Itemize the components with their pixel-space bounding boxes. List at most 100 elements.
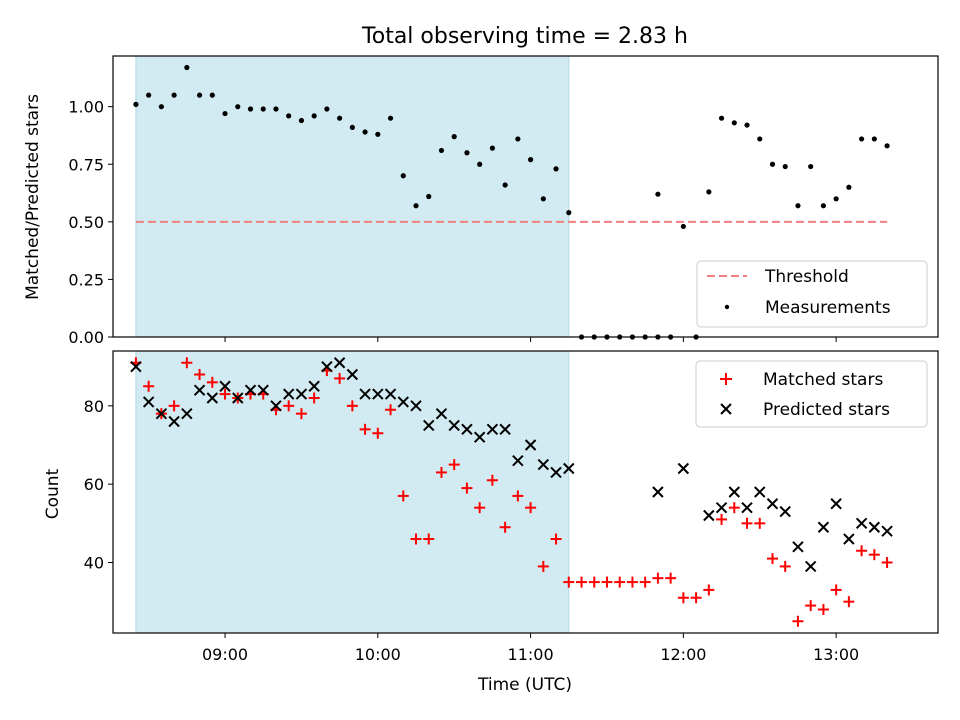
matched-star-point [754, 518, 765, 529]
bottom-legend-label-matched: Matched stars [763, 370, 883, 390]
measurement-point [770, 162, 775, 167]
measurement-point [553, 166, 558, 171]
measurement-point [159, 104, 164, 109]
measurement-point [464, 150, 469, 155]
measurement-point [401, 173, 406, 178]
matched-star-point [716, 514, 727, 525]
measurement-point [375, 132, 380, 137]
bottom-x-ticks: 09:00 10:00 11:00 12:00 13:00 [202, 633, 859, 664]
measurement-point [337, 116, 342, 121]
matched-star-point [729, 502, 740, 513]
matched-star-point [665, 573, 676, 584]
matched-star-point [792, 616, 803, 627]
measurement-point [490, 146, 495, 151]
figure: 0.000.250.500.751.00 Total observing tim… [0, 0, 960, 720]
measurement-point [172, 93, 177, 98]
measurement-point [655, 192, 660, 197]
measurement-point [757, 136, 762, 141]
measurement-point [477, 162, 482, 167]
predicted-star-point [793, 542, 803, 552]
measurement-point [515, 136, 520, 141]
predicted-star-point [818, 522, 828, 532]
measurement-point [706, 189, 711, 194]
top-x-ticks [225, 337, 836, 342]
measurement-point [783, 164, 788, 169]
matched-star-point [589, 577, 600, 588]
bottom-y-tick-label: 80 [84, 397, 104, 416]
predicted-star-point [678, 464, 688, 474]
measurement-point [273, 106, 278, 111]
matched-star-point [831, 584, 842, 595]
top-y-ticks: 0.000.250.500.751.00 [68, 98, 113, 347]
measurement-point [235, 104, 240, 109]
matched-star-point [614, 577, 625, 588]
predicted-star-point [882, 526, 892, 536]
measurement-point [222, 111, 227, 116]
measurement-point [324, 106, 329, 111]
x-tick-label: 11:00 [508, 645, 554, 664]
top-y-tick-label: 0.50 [68, 213, 104, 232]
x-tick-label: 10:00 [355, 645, 401, 664]
observing-window-shade [136, 56, 569, 337]
measurement-point [210, 93, 215, 98]
matched-star-point [627, 577, 638, 588]
measurement-point [146, 93, 151, 98]
observing-window-shade-bottom [136, 351, 569, 633]
predicted-star-point [857, 518, 867, 528]
measurement-point [808, 164, 813, 169]
measurement-point [388, 116, 393, 121]
matched-star-point [678, 592, 689, 603]
measurement-point [541, 196, 546, 201]
matched-star-point [882, 557, 893, 568]
top-y-axis-label: Matched/Predicted stars [23, 94, 43, 300]
bottom-legend: Matched stars Predicted stars [696, 361, 927, 427]
predicted-star-point [704, 511, 714, 521]
measurement-point [821, 203, 826, 208]
predicted-star-point [806, 561, 816, 571]
predicted-star-point [844, 534, 854, 544]
matched-star-point [856, 545, 867, 556]
bottom-y-ticks: 406080 [84, 397, 113, 573]
matched-star-point [691, 592, 702, 603]
measurement-point [528, 157, 533, 162]
top-legend: Threshold Measurements [697, 261, 927, 327]
measurement-point [439, 148, 444, 153]
top-y-tick-label: 0.00 [68, 328, 104, 347]
measurement-point [413, 203, 418, 208]
measurement-point [184, 65, 189, 70]
measurement-point [872, 136, 877, 141]
measurement-point [834, 196, 839, 201]
matched-star-point [818, 604, 829, 615]
ratio-panel: 0.00 0.25 0.50 0.75 1.00 Total observing tim… [23, 24, 938, 347]
predicted-star-point [869, 522, 879, 532]
predicted-star-point [653, 487, 663, 497]
x-tick-label: 09:00 [202, 645, 248, 664]
predicted-star-point [755, 487, 765, 497]
measurement-point [286, 113, 291, 118]
measurement-point [859, 136, 864, 141]
top-y-tick-label: 1.00 [68, 98, 104, 117]
measurement-point [795, 203, 800, 208]
measurement-point [312, 113, 317, 118]
matched-star-point [640, 577, 651, 588]
predicted-star-point [717, 503, 727, 513]
measurement-point [846, 185, 851, 190]
matched-star-point [869, 549, 880, 560]
matched-star-point [805, 600, 816, 611]
matched-star-point [576, 577, 587, 588]
bottom-y-axis-label: Count [43, 468, 63, 519]
top-y-tick-label: 0.75 [68, 155, 104, 174]
matched-star-point [703, 584, 714, 595]
measurement-point [884, 143, 889, 148]
measurement-point [248, 106, 253, 111]
measurement-point [719, 116, 724, 121]
top-legend-label-measurements: Measurements [765, 298, 891, 318]
matched-star-point [652, 573, 663, 584]
measurement-point [566, 210, 571, 215]
measurement-point [744, 122, 749, 127]
predicted-star-point [742, 503, 752, 513]
bottom-y-tick-label: 40 [84, 554, 104, 573]
count-panel: 40 60 80 09:00 10:00 11:00 12:00 13:00 Time (U… [43, 351, 938, 695]
measurement-point [299, 118, 304, 123]
measurement-point [503, 182, 508, 187]
